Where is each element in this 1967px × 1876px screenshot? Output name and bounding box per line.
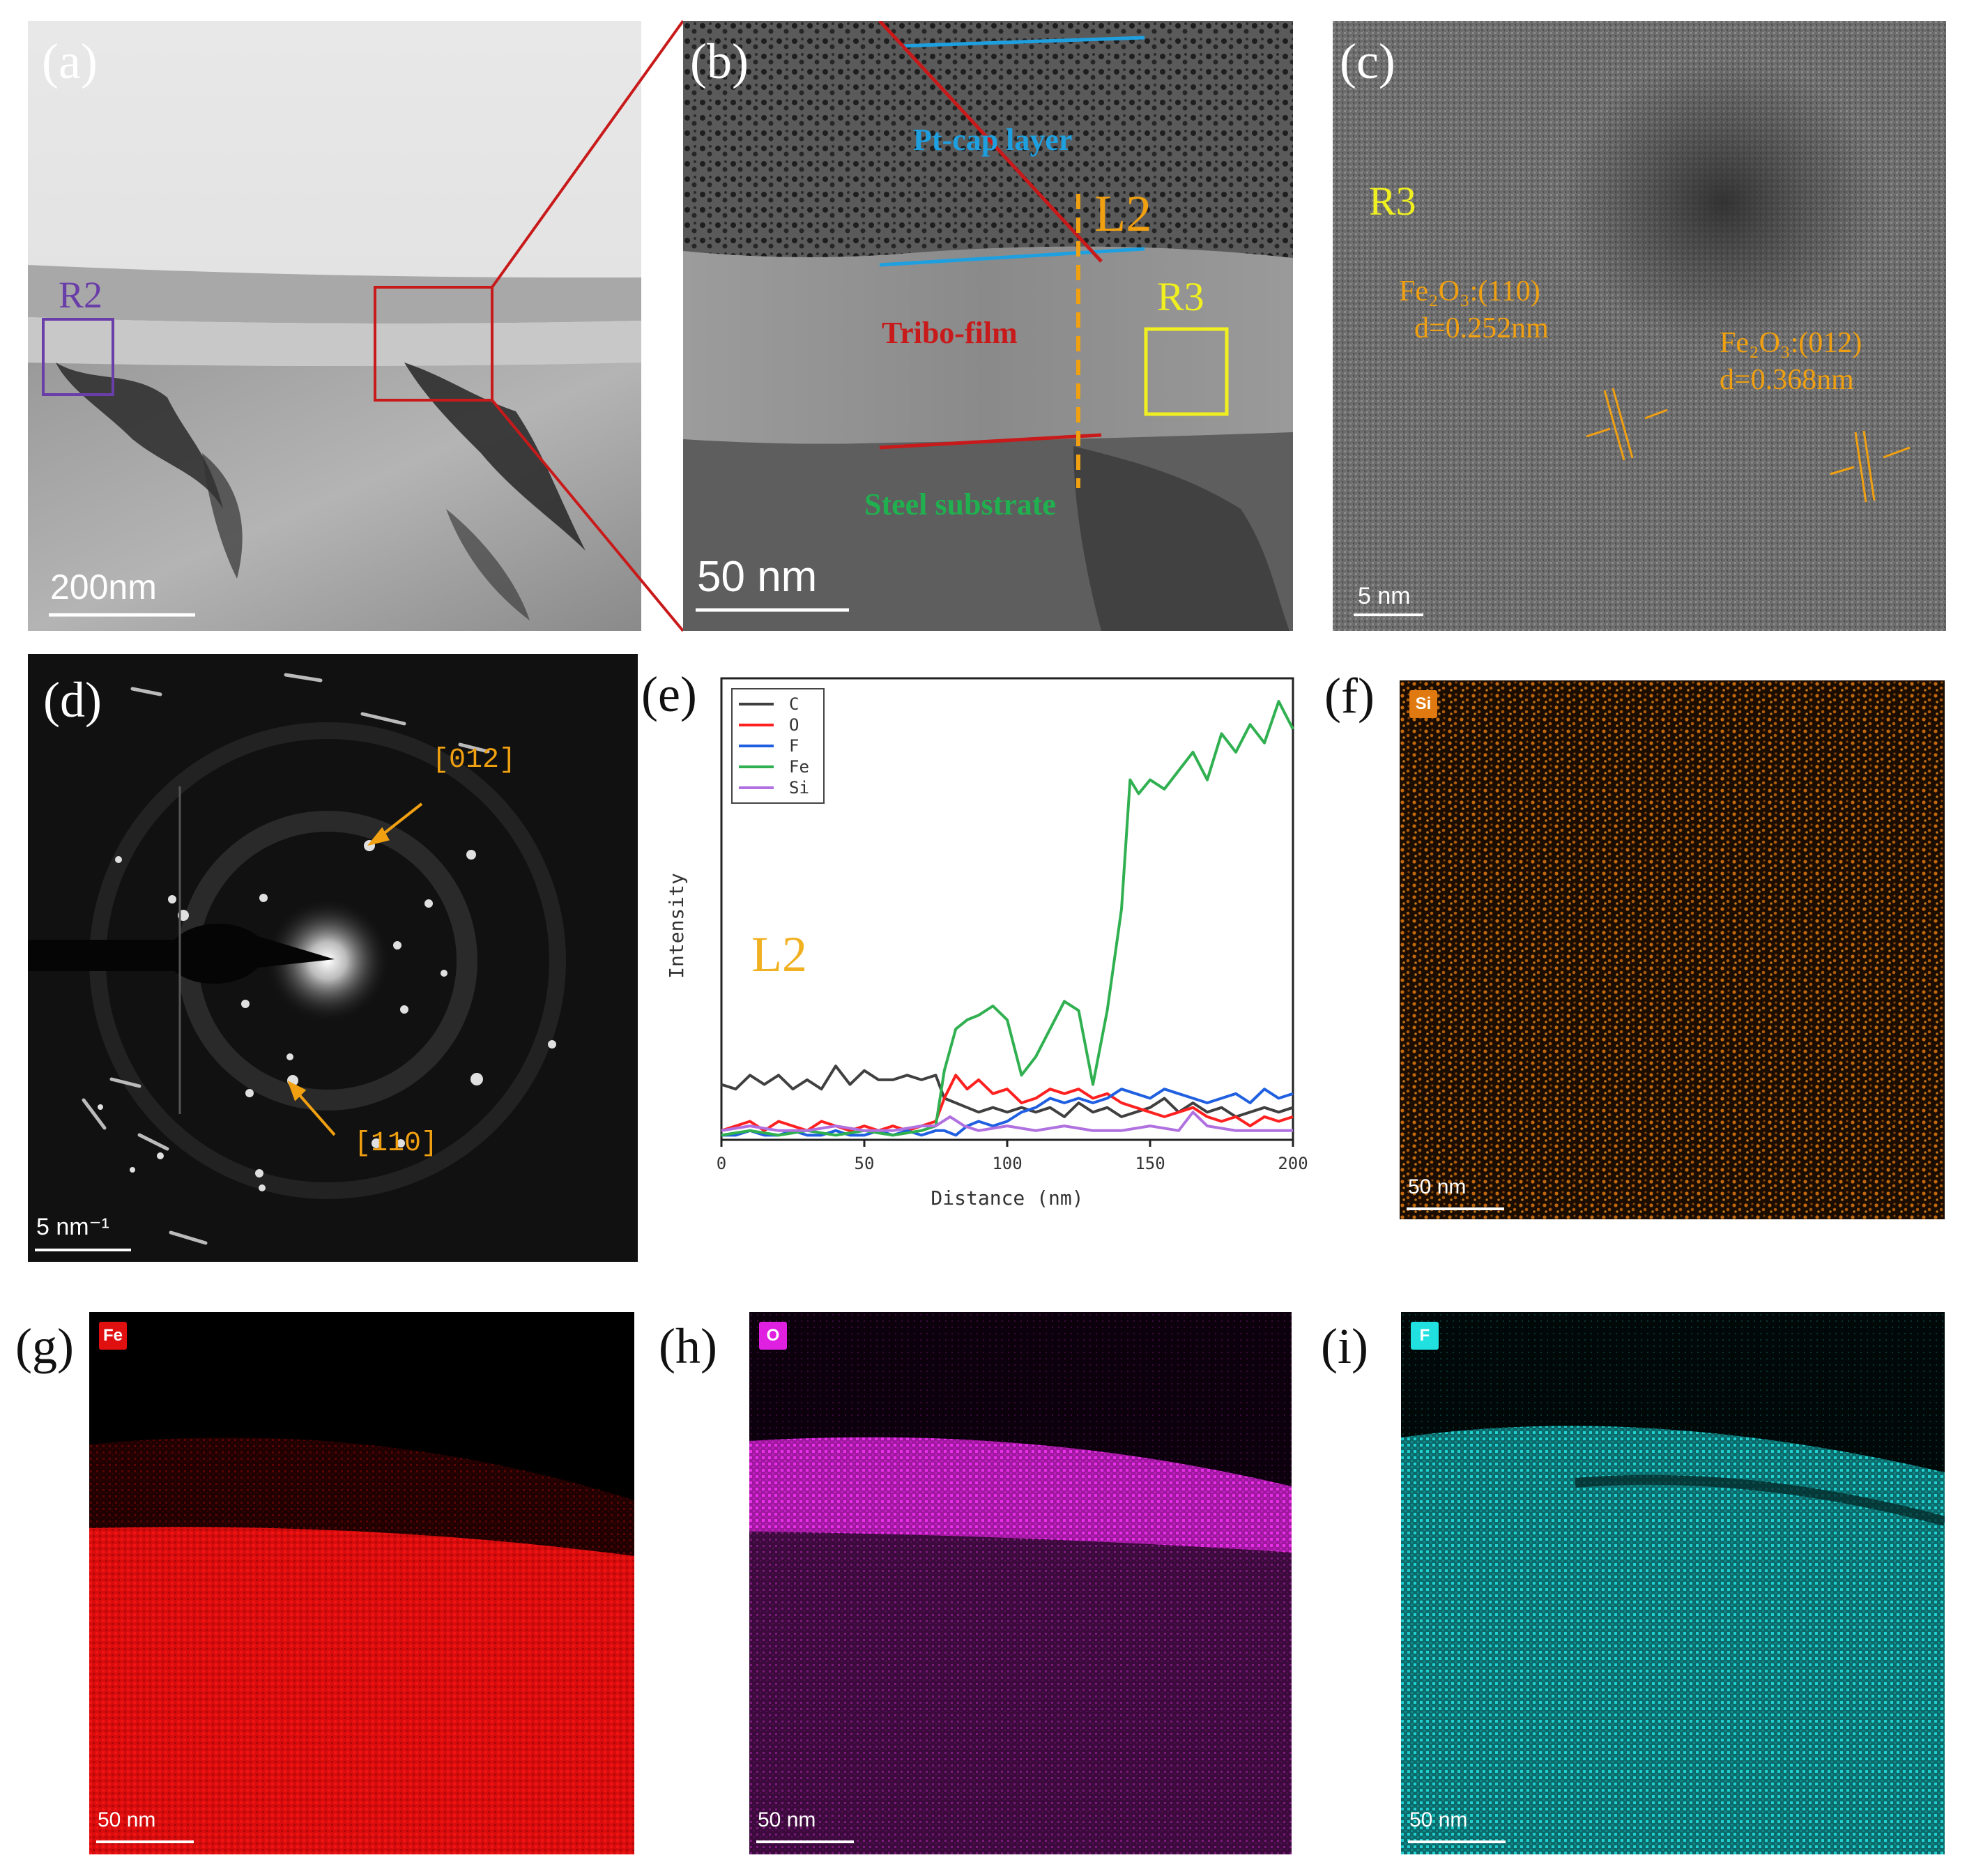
- panel-label: (g): [15, 1318, 74, 1374]
- series-line-si: [721, 1111, 1293, 1132]
- x-axis-label: Distance (nm): [931, 1187, 1083, 1210]
- region-label: R2: [59, 274, 103, 316]
- x-tick-label: 0: [717, 1154, 726, 1173]
- x-tick-label: 100: [992, 1154, 1022, 1173]
- scale-bar-label: 200nm: [50, 567, 157, 607]
- scale-bar: [1407, 1207, 1504, 1210]
- panel-f-eds-map-si: Si 50 nm: [1400, 680, 1945, 1219]
- phase2-annotation: Fe₂O₃:(012) d=0.368nm: [1720, 325, 1862, 398]
- diffraction-spot-label-110: [110]: [354, 1128, 438, 1159]
- panel-b-tem-image: (b) Pt-cap layer Tribo-film Steel substr…: [683, 21, 1293, 631]
- phase2-plane: :(012): [1790, 327, 1862, 359]
- legend-entry: Fe: [789, 757, 809, 777]
- panel-label: (c): [1340, 33, 1395, 89]
- panel-d-saed-pattern: (d) [012] [110] 5 nm⁻¹: [28, 654, 638, 1262]
- element-badge: F: [1411, 1322, 1439, 1350]
- panel-h-eds-map-o: O 50 nm: [749, 1312, 1292, 1854]
- panel-g-eds-map-fe: Fe 50 nm: [89, 1312, 634, 1854]
- element-badge: Fe: [99, 1322, 127, 1350]
- region-r2-box: [42, 318, 114, 396]
- panel-label: (f): [1324, 668, 1375, 724]
- panel-label: (h): [659, 1318, 717, 1374]
- scale-bar-label: 5 nm: [1358, 583, 1411, 609]
- zoom-box: [374, 286, 493, 402]
- panel-label: (e): [641, 666, 697, 722]
- phase1-d-spacing: d=0.252nm: [1414, 312, 1549, 344]
- panel-label: (d): [43, 672, 102, 728]
- element-badge: O: [759, 1322, 787, 1350]
- scale-bar-label: 50 nm: [98, 1808, 156, 1831]
- x-tick-label: 50: [855, 1154, 875, 1173]
- element-badge: Si: [1409, 690, 1437, 718]
- panel-label: (i): [1321, 1318, 1368, 1374]
- region-label: R3: [1157, 274, 1204, 319]
- scale-bar: [756, 1840, 854, 1843]
- phase1-formula: Fe₂O₃: [1399, 275, 1470, 307]
- phase2-d-spacing: d=0.368nm: [1720, 363, 1854, 396]
- tribo-film-label: Tribo-film: [882, 316, 1018, 350]
- panel-i-eds-map-f: F 50 nm: [1401, 1312, 1945, 1854]
- legend-entry: O: [789, 715, 799, 735]
- x-tick-label: 150: [1135, 1154, 1165, 1173]
- x-tick-label: 200: [1278, 1154, 1308, 1173]
- diffraction-spot-label-012: [012]: [432, 745, 516, 776]
- panel-e-line-scan-chart: (e) 0 50 100 150 200 L2 Distance (nm) Intens…: [641, 654, 1308, 1240]
- y-axis-label: Intensity: [665, 873, 688, 979]
- legend-box: [731, 688, 825, 804]
- scale-bar-label: 50 nm: [1409, 1808, 1468, 1831]
- steel-substrate-label: Steel substrate: [864, 487, 1056, 521]
- legend-entry: C: [789, 694, 799, 714]
- panel-label: (a): [42, 33, 98, 89]
- phase1-plane: :(110): [1469, 275, 1540, 307]
- scale-bar-label: 50 nm: [697, 553, 818, 601]
- line-scan-label: L2: [1094, 185, 1152, 243]
- pt-cap-layer-label: Pt-cap layer: [913, 123, 1073, 157]
- scale-bar-label: 50 nm: [1408, 1175, 1467, 1198]
- phase1-annotation: Fe₂O₃:(110) d=0.252nm: [1399, 273, 1549, 346]
- panel-label: (b): [690, 33, 749, 89]
- region-label: R3: [1369, 178, 1416, 224]
- panel-a-tem-image: (a) R2 200nm: [28, 21, 641, 631]
- scale-bar: [96, 1840, 194, 1843]
- scale-bar: [1408, 1840, 1506, 1843]
- line-scan-chart: 0 50 100 150 200 L2 Distance (nm) Intensity …: [665, 677, 1308, 1210]
- scale-bar-label: 5 nm⁻¹: [36, 1214, 109, 1240]
- legend-entry: F: [789, 736, 799, 756]
- phase2-formula: Fe₂O₃: [1720, 327, 1791, 359]
- legend-entry: Si: [789, 778, 809, 798]
- series-line-f: [721, 1088, 1294, 1137]
- scale-bar-label: 50 nm: [758, 1808, 816, 1831]
- panel-c-hrtem-image: (c) R3 Fe₂O₃:(110) d=0.252nm Fe₂O₃:(012)…: [1333, 21, 1946, 631]
- chart-annotation: L2: [751, 926, 807, 982]
- series-line-o: [721, 1074, 1294, 1132]
- series-line-c: [721, 1065, 1294, 1118]
- series-line-fe: [721, 700, 1294, 1137]
